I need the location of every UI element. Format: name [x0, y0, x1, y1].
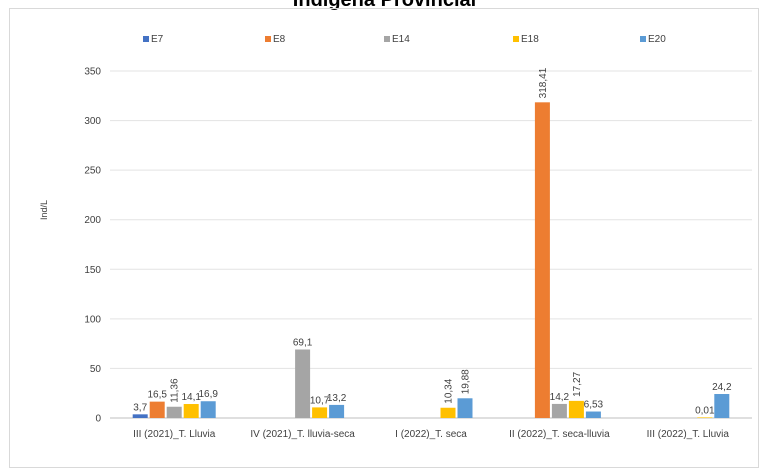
data-label: 19,88: [461, 369, 472, 394]
data-label: 16,9: [198, 389, 218, 400]
bar-e20: [200, 401, 216, 418]
legend-label: E7: [151, 34, 164, 45]
bar-e18: [312, 407, 328, 418]
x-tick-label: III (2022)_T. Lluvia: [647, 429, 730, 440]
data-label: 11,36: [170, 378, 181, 403]
bar-e14: [551, 403, 567, 418]
data-label: 318,41: [538, 67, 549, 98]
x-tick-label: III (2021)_T. Lluvia: [133, 429, 216, 440]
bar-e20: [714, 394, 730, 418]
data-label: 10,7: [310, 395, 330, 406]
y-axis-ticks: 0 50 100 150 200 250 300 350: [84, 67, 101, 425]
bar-e18: [568, 400, 584, 418]
bar-e14: [295, 349, 311, 418]
legend-label: E18: [521, 34, 539, 45]
legend-swatch: [143, 36, 149, 42]
y-axis-label: Ind/L: [39, 200, 49, 220]
data-label: 3,7: [133, 402, 147, 413]
bar-e14: [166, 406, 182, 418]
y-tick-label: 200: [84, 215, 101, 226]
x-tick-label: I (2022)_T. seca: [395, 429, 467, 440]
bars: [132, 102, 730, 419]
chart-title: Indígena Provincial: [292, 0, 477, 11]
y-tick-label: 350: [84, 67, 101, 78]
y-tick-label: 50: [90, 364, 102, 375]
chart-frame: [9, 8, 759, 468]
y-tick-label: 150: [84, 265, 101, 276]
bar-e18: [697, 417, 713, 418]
gridlines: [110, 70, 752, 419]
y-tick-label: 100: [84, 314, 101, 325]
data-label: 10,34: [444, 378, 455, 403]
legend-swatch: [265, 36, 271, 42]
bar-e7: [132, 414, 148, 418]
y-tick-label: 300: [84, 116, 101, 127]
legend-swatch: [384, 36, 390, 42]
bar-e8: [149, 401, 165, 418]
bar-e20: [457, 398, 473, 418]
data-label: 6,53: [584, 400, 604, 411]
bar-e18: [440, 407, 456, 418]
x-axis-ticks: III (2021)_T. Lluvia IV (2021)_T. lluvia-…: [133, 429, 729, 440]
legend-swatch: [513, 36, 519, 42]
x-tick-label: IV (2021)_T. lluvia-seca: [250, 429, 355, 440]
bar-e20: [329, 404, 345, 418]
legend-swatch: [640, 36, 646, 42]
data-label: 13,2: [327, 393, 347, 404]
data-label: 14,2: [550, 392, 570, 403]
data-label: 16,5: [147, 390, 167, 401]
data-label: 14,1: [181, 392, 201, 403]
legend-label: E20: [648, 34, 666, 45]
data-labels: 3,716,5 11,36 14,116,9 69,1 10,713,2 10,34 19,…: [133, 67, 732, 416]
bar-e8: [534, 102, 550, 419]
legend-label: E14: [392, 34, 410, 45]
y-tick-label: 250: [84, 166, 101, 177]
bar-e20: [585, 411, 601, 418]
y-tick-label: 0: [95, 414, 101, 425]
legend: E7 E8 E14 E18 E20: [143, 34, 666, 45]
x-tick-label: II (2022)_T. seca-lluvia: [509, 429, 610, 440]
data-label: 0,01: [695, 405, 715, 416]
legend-label: E8: [273, 34, 286, 45]
data-label: 24,2: [712, 382, 732, 393]
data-label: 69,1: [293, 337, 313, 348]
data-label: 17,27: [572, 371, 583, 396]
bar-e18: [183, 404, 199, 418]
